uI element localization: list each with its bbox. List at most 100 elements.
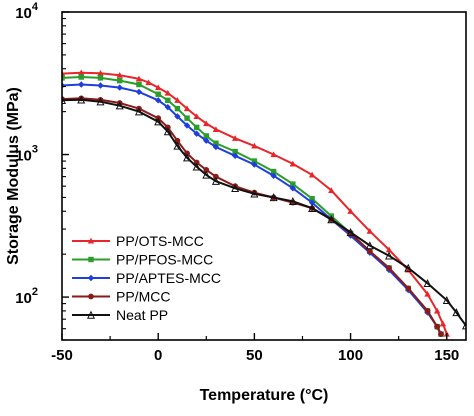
x-tick-label: -50 — [51, 347, 73, 364]
data-point — [136, 81, 142, 88]
data-point — [164, 89, 172, 96]
data-point — [404, 263, 413, 272]
series-layer — [62, 69, 466, 338]
data-point — [97, 70, 104, 76]
data-point — [173, 141, 182, 150]
data-point — [433, 307, 441, 314]
legend-label: PP/PFOS-MCC — [116, 252, 213, 268]
data-point — [78, 81, 85, 88]
y-tick-label: 102 — [15, 286, 38, 307]
data-point — [88, 256, 94, 263]
y-tick-exponent: 4 — [32, 1, 39, 13]
data-point — [346, 227, 355, 236]
data-point — [116, 72, 123, 78]
data-point — [193, 124, 200, 131]
y-tick-exponent: 2 — [32, 286, 38, 298]
data-point — [193, 130, 200, 137]
data-point — [386, 265, 392, 271]
data-point — [174, 97, 181, 103]
data-point — [163, 127, 172, 136]
data-point — [251, 158, 258, 164]
data-point — [78, 74, 84, 80]
data-point — [135, 75, 143, 82]
data-point — [86, 310, 96, 319]
data-point — [165, 97, 171, 104]
legend-item: PP/OTS-MCC — [72, 233, 204, 249]
data-point — [203, 120, 210, 127]
data-point — [154, 117, 163, 126]
data-point — [145, 79, 152, 86]
x-tick-label: 150 — [434, 347, 459, 364]
data-point — [203, 133, 210, 139]
data-point — [183, 122, 191, 129]
data-point — [211, 176, 220, 185]
data-point — [231, 135, 239, 141]
data-point — [424, 290, 431, 297]
data-point — [154, 84, 162, 91]
data-point — [438, 331, 444, 337]
data-point — [452, 308, 461, 317]
data-point — [461, 321, 466, 330]
data-point — [288, 196, 297, 205]
data-point — [424, 308, 431, 314]
data-point — [405, 285, 412, 292]
data-point — [385, 246, 393, 253]
data-point — [366, 248, 373, 255]
x-axis-title: Temperature (°C) — [200, 387, 329, 404]
data-point — [155, 91, 161, 97]
data-point — [309, 195, 315, 202]
data-point — [366, 227, 374, 234]
data-point — [251, 161, 258, 168]
data-point — [192, 162, 201, 171]
data-point — [270, 151, 277, 158]
data-point — [213, 140, 219, 146]
data-point — [290, 181, 296, 187]
data-point — [154, 97, 162, 104]
plot-frame — [61, 11, 467, 341]
data-point — [62, 96, 67, 105]
data-point — [212, 143, 220, 151]
data-point — [308, 171, 316, 178]
x-tick-label: 100 — [338, 347, 363, 364]
data-point — [174, 105, 181, 112]
data-point — [203, 137, 210, 144]
data-point — [308, 203, 317, 212]
data-point — [289, 185, 297, 192]
data-point — [328, 187, 335, 193]
data-point — [164, 103, 172, 111]
legend-label: Neat PP — [116, 307, 168, 323]
data-point — [202, 170, 211, 179]
y-tick-exponent: 3 — [32, 144, 38, 156]
data-point — [434, 323, 441, 330]
x-tick-label: 50 — [246, 347, 263, 364]
data-point — [251, 142, 258, 149]
data-point — [385, 251, 394, 260]
data-point — [423, 278, 432, 287]
data-point — [193, 159, 200, 166]
data-point — [232, 148, 238, 155]
data-point — [96, 97, 105, 106]
y-tick-label: 104 — [15, 1, 39, 22]
data-point — [116, 77, 123, 84]
data-point — [439, 320, 447, 327]
y-tick-label: 103 — [15, 144, 38, 165]
data-point — [87, 274, 95, 282]
data-point — [193, 113, 200, 120]
data-point — [87, 237, 95, 244]
y-axis-title: Storage Modulus (MPa) — [5, 87, 22, 265]
legend-item: PP/PFOS-MCC — [72, 252, 213, 268]
data-point — [97, 75, 104, 81]
data-point — [250, 189, 259, 198]
y-tick-base: 10 — [15, 148, 32, 165]
y-tick-base: 10 — [15, 290, 32, 307]
data-point — [135, 88, 143, 96]
data-point — [184, 115, 190, 121]
legend-item: Neat PP — [72, 307, 168, 323]
data-point — [174, 113, 181, 120]
legend-item: PP/MCC — [72, 289, 170, 305]
data-point — [183, 153, 192, 162]
series-line — [62, 98, 466, 327]
data-point — [203, 167, 210, 173]
data-point — [97, 82, 104, 89]
